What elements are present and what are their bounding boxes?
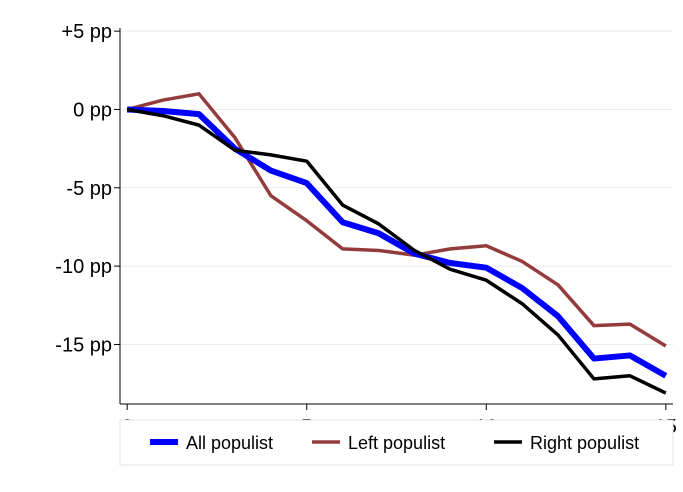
legend-label: Right populist <box>530 433 639 453</box>
legend: All populist Left populist Right populist <box>119 419 674 466</box>
legend-label: All populist <box>186 433 273 453</box>
series-line-left-populist <box>126 92 667 348</box>
y-tick-label: -15 pp <box>55 334 112 356</box>
y-tick-label: -10 pp <box>55 256 112 278</box>
grid <box>120 30 673 345</box>
legend-box <box>119 419 674 466</box>
y-tick-label: +5 pp <box>61 21 112 43</box>
y-tick-label: 0 pp <box>73 99 112 121</box>
series-line-right-populist <box>126 107 667 395</box>
series-line-all-populist <box>127 106 668 379</box>
legend-label: Left populist <box>348 433 445 453</box>
series-lines <box>126 92 668 395</box>
y-tick-label: -5 pp <box>66 178 112 200</box>
